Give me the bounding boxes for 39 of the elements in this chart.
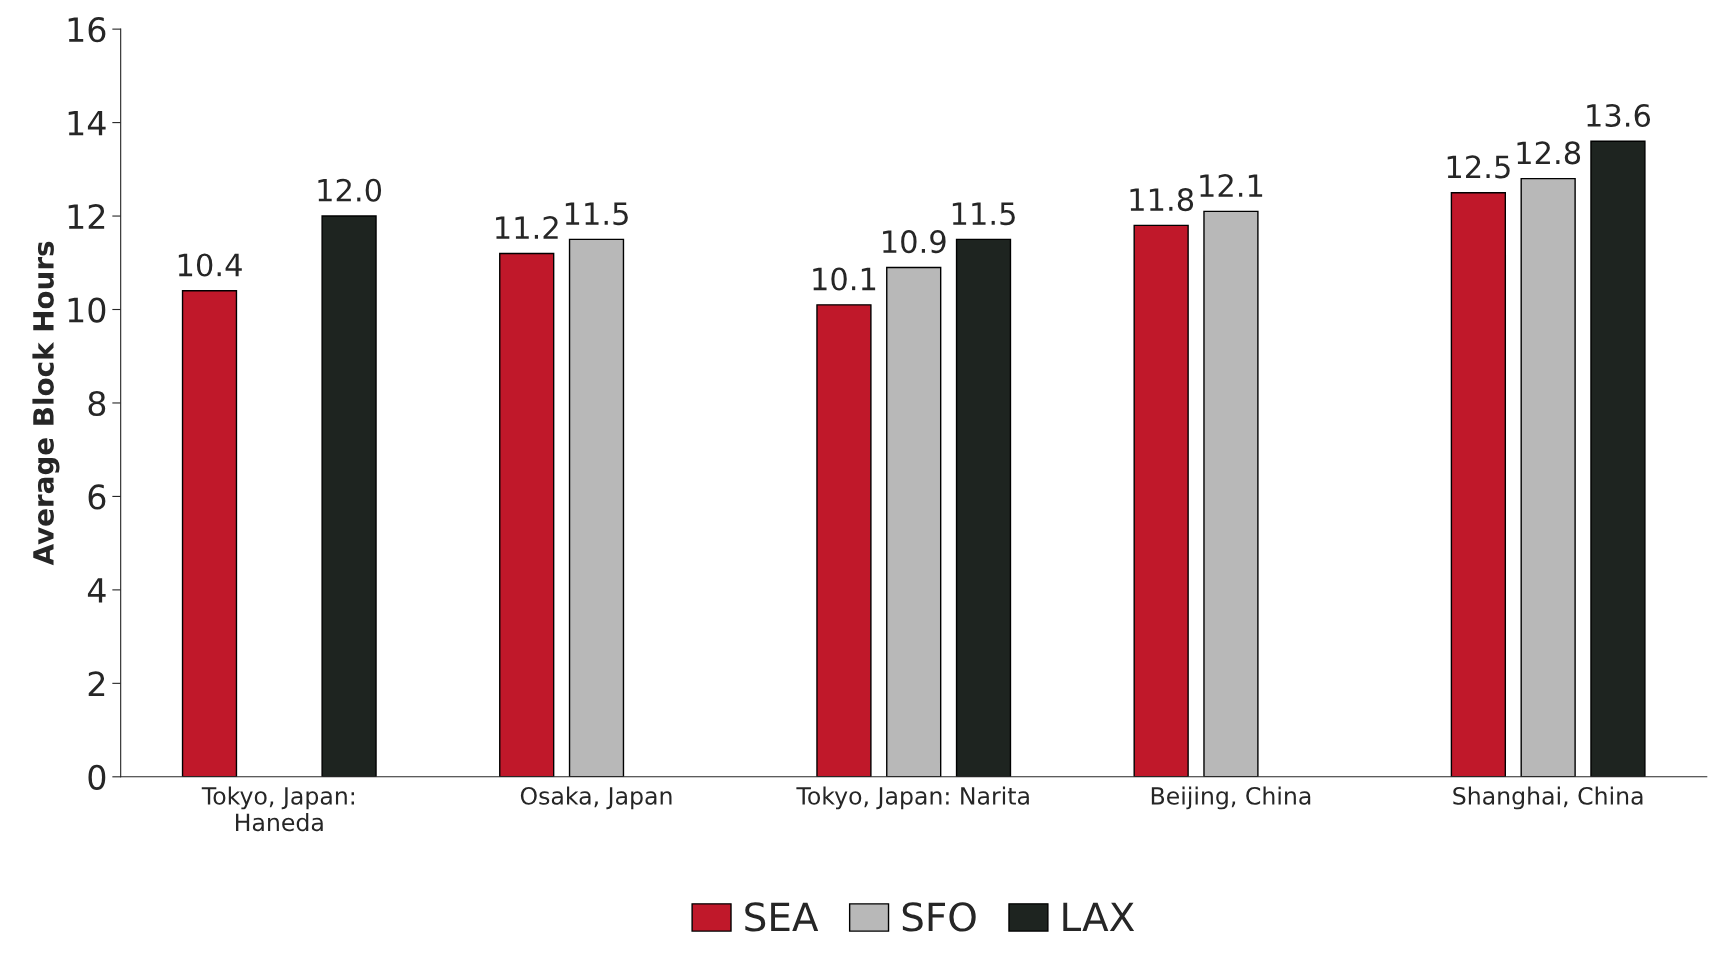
x-tick-label: Tokyo, Japan: Haneda xyxy=(201,786,354,832)
y-tick-label: 6 xyxy=(88,484,106,510)
legend-label: SFO xyxy=(902,902,976,932)
data-label: 13.6 xyxy=(1587,103,1651,128)
data-label: 10.4 xyxy=(178,253,242,277)
bar xyxy=(816,304,872,777)
y-tick-label: 14 xyxy=(68,110,106,136)
y-tick-label: 16 xyxy=(68,17,106,43)
legend-label: SEA xyxy=(745,902,819,932)
y-tick-label: 8 xyxy=(88,390,106,417)
bar xyxy=(181,290,238,777)
data-label: 12.1 xyxy=(1200,174,1263,197)
data-label: 11.8 xyxy=(1130,188,1194,212)
bar xyxy=(568,238,625,777)
x-tick-label: Tokyo, Japan: Narita xyxy=(796,786,1029,810)
data-label: 12.8 xyxy=(1517,141,1581,165)
data-label: 12.0 xyxy=(318,178,382,202)
data-label: 12.5 xyxy=(1447,155,1510,179)
data-label: 11.5 xyxy=(952,202,1015,226)
data-label: 10.9 xyxy=(883,230,946,254)
y-tick-label: 10 xyxy=(68,297,106,323)
bar xyxy=(499,252,555,777)
x-tick-label: Shanghai, China xyxy=(1453,786,1643,810)
y-tick-label: 4 xyxy=(87,578,106,603)
data-label: 11.5 xyxy=(565,202,628,226)
y-tick-label: 2 xyxy=(88,671,105,697)
data-label: 11.2 xyxy=(496,216,558,239)
bar xyxy=(1203,210,1259,777)
bar xyxy=(1133,224,1189,777)
x-tick-label: Beijing, China xyxy=(1151,786,1311,810)
x-tick-label: Osaka, Japan xyxy=(520,786,672,810)
y-axis-title: Average Block Hours xyxy=(32,241,60,566)
y-tick-label: 0 xyxy=(88,764,106,790)
bar xyxy=(1450,191,1507,777)
data-label: 10.1 xyxy=(813,267,876,291)
legend-label: LAX xyxy=(1063,902,1135,932)
bar xyxy=(1520,177,1576,777)
bar xyxy=(886,266,942,777)
y-tick-label: 12 xyxy=(68,203,105,229)
